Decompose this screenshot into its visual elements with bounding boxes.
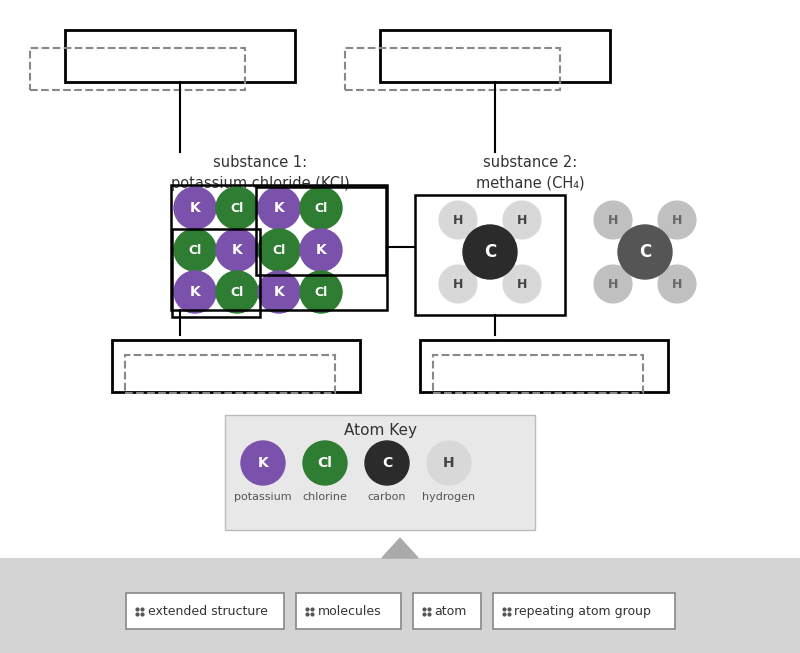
Text: Cl: Cl (314, 202, 328, 214)
Text: K: K (258, 456, 268, 470)
Text: H: H (608, 214, 618, 227)
Text: C: C (484, 243, 496, 261)
Circle shape (241, 441, 285, 485)
Circle shape (658, 201, 696, 239)
Circle shape (658, 265, 696, 303)
Bar (413, 592, 481, 628)
Text: Cl: Cl (230, 285, 244, 298)
Text: K: K (232, 243, 242, 257)
Bar (225, 415, 535, 530)
Text: repeating atom group: repeating atom group (514, 605, 651, 618)
Text: H: H (672, 278, 682, 291)
Bar (65, 30, 295, 82)
Bar (126, 592, 283, 628)
Circle shape (594, 201, 632, 239)
Polygon shape (382, 538, 418, 558)
Circle shape (216, 187, 258, 229)
Text: K: K (274, 201, 284, 215)
Bar (256, 187, 386, 275)
Circle shape (303, 441, 347, 485)
Circle shape (174, 187, 216, 229)
Text: K: K (274, 285, 284, 299)
Text: K: K (316, 243, 326, 257)
Circle shape (439, 265, 477, 303)
Circle shape (594, 265, 632, 303)
Text: atom: atom (434, 605, 467, 618)
Circle shape (258, 271, 300, 313)
Circle shape (174, 229, 216, 271)
Text: substance 1:
potassium chloride (KCl): substance 1: potassium chloride (KCl) (170, 155, 350, 191)
Circle shape (365, 441, 409, 485)
Text: substance 2:
methane (CH₄): substance 2: methane (CH₄) (476, 155, 584, 191)
Text: potassium: potassium (234, 492, 292, 502)
Bar (112, 340, 360, 392)
Bar (420, 340, 668, 392)
Bar (30, 48, 245, 90)
Text: C: C (382, 456, 392, 470)
Bar (171, 185, 387, 310)
Circle shape (300, 187, 342, 229)
Bar (345, 48, 560, 90)
Circle shape (463, 225, 517, 279)
Circle shape (439, 201, 477, 239)
Bar (415, 195, 565, 315)
Bar (172, 229, 260, 317)
Text: Atom Key: Atom Key (343, 423, 417, 438)
Circle shape (174, 271, 216, 313)
Circle shape (216, 229, 258, 271)
Circle shape (427, 441, 471, 485)
Bar (0, 558, 800, 653)
Circle shape (300, 229, 342, 271)
Text: hydrogen: hydrogen (422, 492, 475, 502)
Text: molecules: molecules (318, 605, 381, 618)
Text: H: H (453, 278, 463, 291)
Text: carbon: carbon (368, 492, 406, 502)
Text: H: H (608, 278, 618, 291)
Circle shape (258, 187, 300, 229)
Text: chlorine: chlorine (302, 492, 347, 502)
Circle shape (258, 229, 300, 271)
Circle shape (618, 225, 672, 279)
Bar (295, 592, 401, 628)
Text: extended structure: extended structure (147, 605, 267, 618)
Text: H: H (517, 214, 527, 227)
Circle shape (300, 271, 342, 313)
Circle shape (503, 265, 541, 303)
Text: K: K (190, 201, 200, 215)
Bar (433, 355, 643, 393)
Circle shape (503, 201, 541, 239)
Bar (125, 355, 335, 393)
Text: Cl: Cl (314, 285, 328, 298)
Text: H: H (453, 214, 463, 227)
Text: H: H (443, 456, 455, 470)
Text: H: H (672, 214, 682, 227)
Text: K: K (190, 285, 200, 299)
Text: Cl: Cl (272, 244, 286, 257)
Text: C: C (639, 243, 651, 261)
Text: Cl: Cl (188, 244, 202, 257)
Bar (493, 592, 674, 628)
Text: Cl: Cl (318, 456, 333, 470)
Text: Cl: Cl (230, 202, 244, 214)
Bar (380, 30, 610, 82)
Text: H: H (517, 278, 527, 291)
Circle shape (216, 271, 258, 313)
